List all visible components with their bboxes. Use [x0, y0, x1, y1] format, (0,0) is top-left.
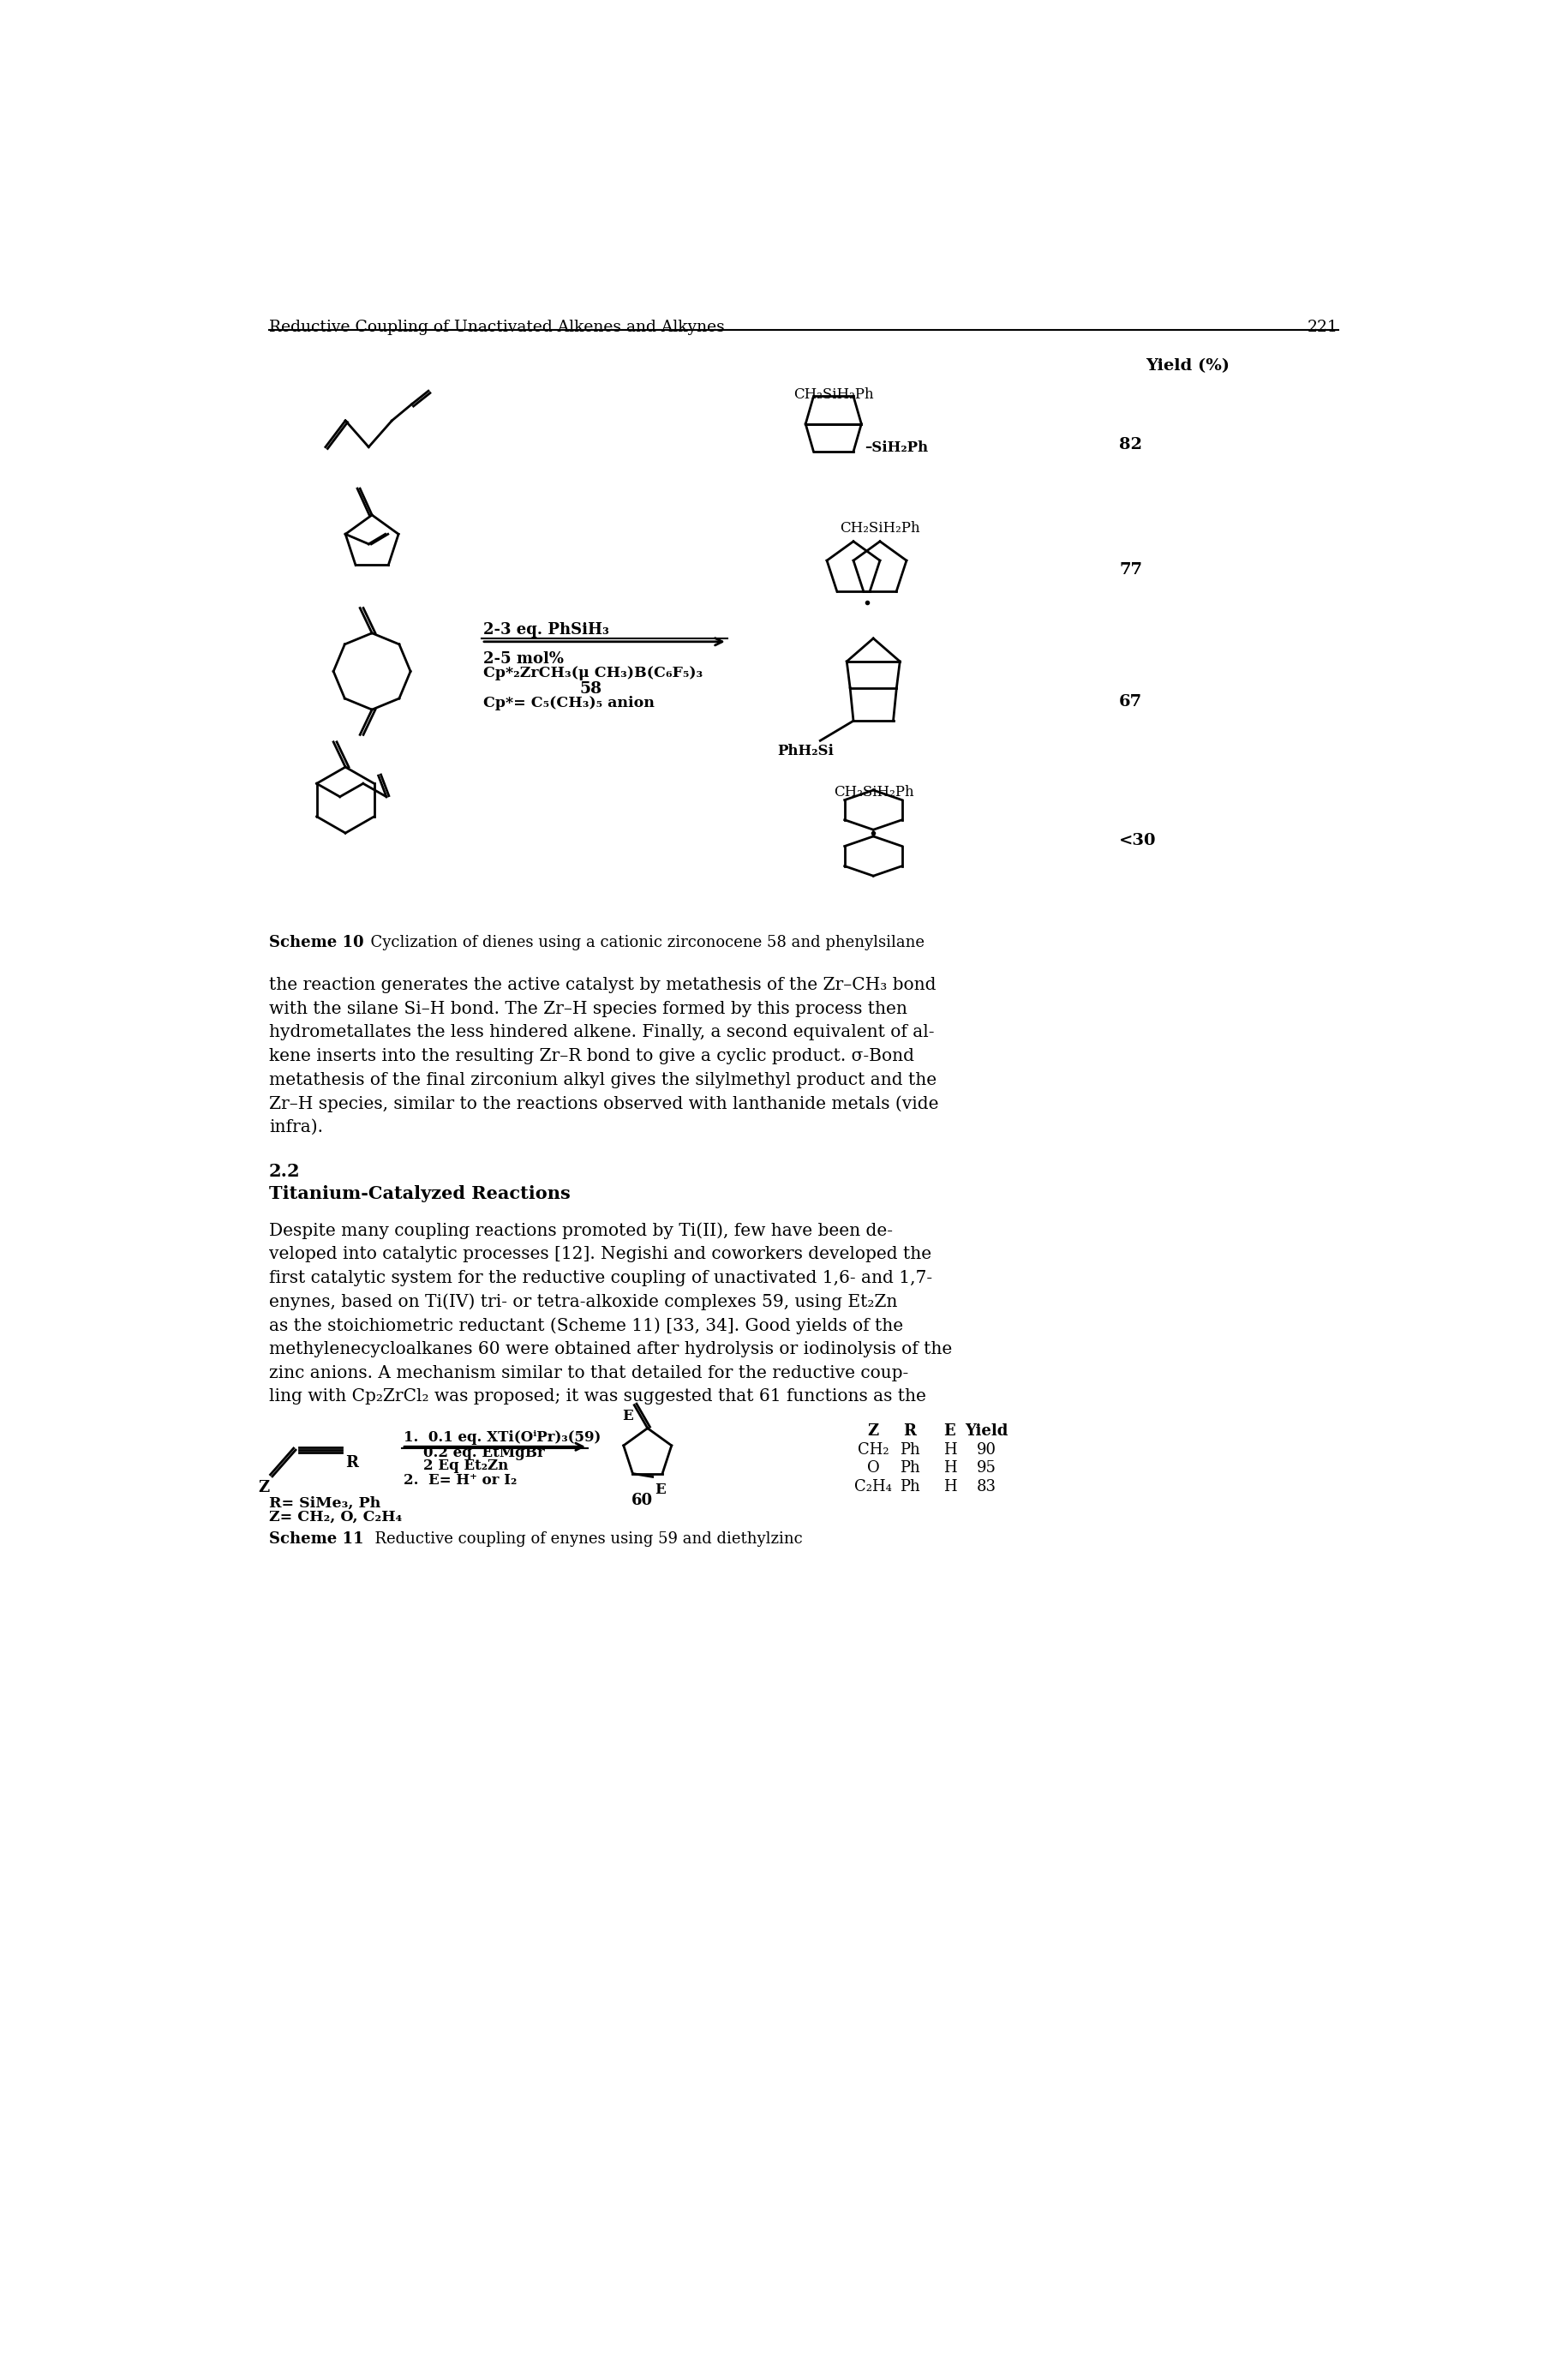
Text: Zr–H species, similar to the reactions observed with lanthanide metals (vide: Zr–H species, similar to the reactions o… [270, 1096, 939, 1113]
Text: 2.  E= H⁺ or I₂: 2. E= H⁺ or I₂ [403, 1472, 516, 1489]
Text: Reductive Coupling of Unactivated Alkenes and Alkynes: Reductive Coupling of Unactivated Alkene… [270, 319, 724, 335]
Text: –SiH₂Ph: –SiH₂Ph [864, 440, 928, 454]
Text: the reaction generates the active catalyst by metathesis of the Zr–CH₃ bond: the reaction generates the active cataly… [270, 977, 936, 994]
Text: 58: 58 [580, 680, 602, 697]
Text: Reductive coupling of enynes using 59 and diethylzinc: Reductive coupling of enynes using 59 an… [365, 1531, 803, 1546]
Text: Z= CH₂, O, C₂H₄: Z= CH₂, O, C₂H₄ [270, 1510, 401, 1524]
Text: infra).: infra). [270, 1120, 323, 1137]
Text: H: H [942, 1479, 956, 1493]
Text: first catalytic system for the reductive coupling of unactivated 1,6- and 1,7-: first catalytic system for the reductive… [270, 1270, 933, 1286]
Text: 0.2 eq. EtMgBr: 0.2 eq. EtMgBr [403, 1446, 544, 1460]
Text: <30: <30 [1120, 832, 1156, 849]
Text: E: E [944, 1424, 955, 1439]
Text: Z: Z [257, 1479, 270, 1496]
Text: R= SiMe₃, Ph: R= SiMe₃, Ph [270, 1496, 381, 1510]
Text: Scheme 10: Scheme 10 [270, 935, 364, 951]
Text: Ph: Ph [900, 1479, 920, 1493]
Text: 2 Eq Et₂Zn: 2 Eq Et₂Zn [403, 1458, 508, 1472]
Text: as the stoichiometric reductant (Scheme 11) [33, 34]. Good yields of the: as the stoichiometric reductant (Scheme … [270, 1317, 903, 1334]
Text: ling with Cp₂ZrCl₂ was proposed; it was suggested that 61 functions as the: ling with Cp₂ZrCl₂ was proposed; it was … [270, 1389, 927, 1405]
Text: CH₂SiH₂Ph: CH₂SiH₂Ph [834, 785, 914, 799]
Text: methylenecycloalkanes 60 were obtained after hydrolysis or iodinolysis of the: methylenecycloalkanes 60 were obtained a… [270, 1341, 952, 1358]
Text: 1.  0.1 eq. XTi(OⁱPr)₃(59): 1. 0.1 eq. XTi(OⁱPr)₃(59) [403, 1429, 601, 1446]
Text: 82: 82 [1120, 438, 1142, 452]
Text: hydrometallates the less hindered alkene. Finally, a second equivalent of al-: hydrometallates the less hindered alkene… [270, 1025, 935, 1042]
Text: 2.2: 2.2 [270, 1163, 301, 1179]
Text: metathesis of the final zirconium alkyl gives the silylmethyl product and the: metathesis of the final zirconium alkyl … [270, 1072, 936, 1089]
Text: Cp*= C₅(CH₃)₅ anion: Cp*= C₅(CH₃)₅ anion [483, 697, 654, 711]
Text: C₂H₄: C₂H₄ [855, 1479, 892, 1493]
Text: Yield (%): Yield (%) [1146, 359, 1229, 373]
Text: H: H [942, 1460, 956, 1477]
Text: 77: 77 [1120, 564, 1142, 578]
Text: veloped into catalytic processes [12]. Negishi and coworkers developed the: veloped into catalytic processes [12]. N… [270, 1246, 931, 1263]
Text: with the silane Si–H bond. The Zr–H species formed by this process then: with the silane Si–H bond. The Zr–H spec… [270, 1001, 908, 1018]
Text: O: O [867, 1460, 880, 1477]
Text: 2-5 mol%: 2-5 mol% [483, 652, 563, 666]
Text: 95: 95 [977, 1460, 996, 1477]
Text: R: R [345, 1455, 358, 1470]
Text: Cp*₂ZrCH₃(μ CH₃)B(C₆F₅)₃: Cp*₂ZrCH₃(μ CH₃)B(C₆F₅)₃ [483, 666, 702, 680]
Text: Ph: Ph [900, 1460, 920, 1477]
Text: kene inserts into the resulting Zr–R bond to give a cyclic product. σ-Bond: kene inserts into the resulting Zr–R bon… [270, 1049, 914, 1065]
Text: Despite many coupling reactions promoted by Ti(II), few have been de-: Despite many coupling reactions promoted… [270, 1222, 892, 1239]
Text: 67: 67 [1120, 694, 1142, 711]
Text: E: E [654, 1481, 665, 1496]
Text: E: E [622, 1408, 633, 1422]
Text: CH₂: CH₂ [858, 1441, 889, 1458]
Text: 60: 60 [632, 1493, 652, 1508]
Text: Z: Z [867, 1424, 880, 1439]
Text: Scheme 11: Scheme 11 [270, 1531, 364, 1546]
Text: CH₂SiH₂Ph: CH₂SiH₂Ph [840, 521, 920, 535]
Text: 83: 83 [977, 1479, 996, 1493]
Text: Titanium-Catalyzed Reactions: Titanium-Catalyzed Reactions [270, 1184, 571, 1203]
Text: Cyclization of dienes using a cationic zirconocene 58 and phenylsilane: Cyclization of dienes using a cationic z… [361, 935, 925, 951]
Text: PhH₂Si: PhH₂Si [778, 744, 834, 759]
Text: zinc anions. A mechanism similar to that detailed for the reductive coup-: zinc anions. A mechanism similar to that… [270, 1365, 908, 1382]
Text: Ph: Ph [900, 1441, 920, 1458]
Text: 90: 90 [977, 1441, 996, 1458]
Text: H: H [942, 1441, 956, 1458]
Text: 221: 221 [1308, 319, 1338, 335]
Text: R: R [903, 1424, 916, 1439]
Text: enynes, based on Ti(IV) tri- or tetra-alkoxide complexes 59, using Et₂Zn: enynes, based on Ti(IV) tri- or tetra-al… [270, 1294, 897, 1310]
Text: CH₂SiH₂Ph: CH₂SiH₂Ph [793, 388, 873, 402]
Text: Yield: Yield [964, 1424, 1008, 1439]
Text: 2-3 eq. PhSiH₃: 2-3 eq. PhSiH₃ [483, 623, 608, 637]
